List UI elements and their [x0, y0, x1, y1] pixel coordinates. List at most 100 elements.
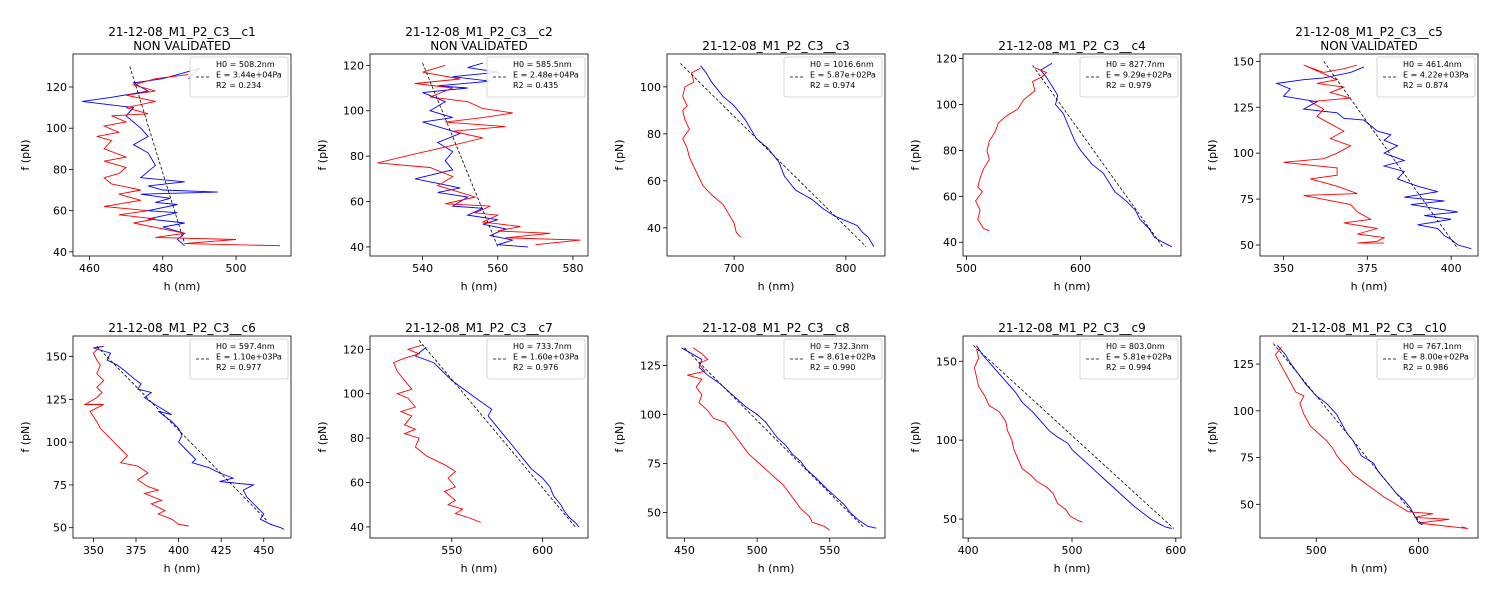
legend-entry: E = 5.81e+02Pa — [1106, 353, 1172, 362]
plot-area — [973, 345, 1174, 529]
x-axis-label: h (nm) — [1054, 562, 1091, 575]
legend-entry: E = 8.61e+02Pa — [810, 353, 876, 362]
subplot-title: 21-12-08_M1_P2_C3__c1 — [108, 25, 256, 39]
y-tick-label: 100 — [343, 388, 364, 401]
x-tick-label: 540 — [412, 262, 433, 275]
y-tick-label: 100 — [46, 436, 67, 449]
approach-curve — [681, 347, 877, 529]
approach-curve — [82, 67, 218, 247]
y-tick-label: 50 — [943, 513, 957, 526]
x-tick-label: 500 — [1062, 544, 1083, 557]
y-tick-label: 120 — [936, 53, 957, 66]
y-tick-label: 100 — [936, 99, 957, 112]
y-tick-label: 120 — [46, 81, 67, 94]
y-tick-label: 50 — [53, 522, 67, 535]
subplot-7: 21-12-08_M1_P2_C3__c7 550 600 40 60 80 100 120 h… — [316, 321, 589, 575]
y-tick-label: 75 — [53, 479, 67, 492]
legend-entry: R2 = 0.990 — [810, 363, 855, 372]
approach-curve — [976, 345, 1172, 529]
x-tick-label: 600 — [1408, 544, 1429, 557]
plot-area — [393, 340, 580, 528]
subplot-8: 21-12-08_M1_P2_C3__c8 450 500 550 50 75 100 125… — [613, 321, 886, 575]
legend-box — [783, 56, 883, 98]
axes-frame — [1259, 53, 1479, 257]
x-tick-label: 460 — [79, 262, 100, 275]
legend-box — [1079, 56, 1179, 98]
y-axis-label: f (pN) — [1206, 139, 1219, 170]
legend-entry: R2 = 0.974 — [810, 81, 855, 90]
x-tick-label: 500 — [956, 262, 977, 275]
y-tick-label: 40 — [53, 246, 67, 259]
fit-line — [422, 62, 499, 248]
plot-area — [1272, 343, 1468, 530]
y-tick-label: 40 — [350, 521, 364, 534]
y-tick-label: 125 — [1233, 358, 1254, 371]
x-tick-label: 500 — [226, 262, 247, 275]
subplot-3: 21-12-08_M1_P2_C3__c3 700 800 40 60 80 100 h (n… — [613, 39, 886, 293]
legend-entry: R2 = 0.234 — [216, 81, 261, 90]
subplot-title: NON VALIDATED — [1320, 39, 1418, 53]
legend-entry: R2 = 0.979 — [1106, 81, 1151, 90]
fit-line — [1272, 343, 1422, 524]
y-tick-label: 75 — [1240, 193, 1254, 206]
x-tick-label: 550 — [441, 544, 462, 557]
y-tick-label: 50 — [1240, 239, 1254, 252]
fit-line — [418, 340, 576, 528]
y-axis-label: f (pN) — [19, 139, 32, 170]
y-tick-label: 50 — [1240, 498, 1254, 511]
retract-curve — [83, 345, 189, 527]
legend-box — [1376, 56, 1476, 98]
subplot-title: 21-12-08_M1_P2_C3__c10 — [1291, 321, 1446, 335]
y-axis-label: f (pN) — [19, 421, 32, 452]
fit-line — [1032, 65, 1164, 248]
y-tick-label: 40 — [943, 236, 957, 249]
x-tick-label: 450 — [674, 544, 695, 557]
subplot-title: 21-12-08_M1_P2_C3__c3 — [702, 39, 850, 53]
x-tick-label: 560 — [487, 262, 508, 275]
y-tick-label: 40 — [647, 222, 661, 235]
y-tick-label: 60 — [350, 196, 364, 209]
approach-curve — [1277, 345, 1423, 526]
legend-box — [486, 56, 586, 98]
legend-entry: E = 1.60e+03Pa — [513, 353, 579, 362]
legend-box — [189, 56, 289, 98]
axes-frame — [962, 53, 1182, 257]
approach-curve — [1039, 62, 1173, 248]
axes-frame — [666, 53, 886, 257]
y-tick-label: 125 — [640, 359, 661, 372]
y-tick-label: 60 — [350, 477, 364, 490]
retract-curve — [973, 348, 1083, 523]
legend-entry: E = 4.22e+03Pa — [1403, 71, 1469, 80]
y-tick-label: 40 — [350, 241, 364, 254]
x-axis-label: h (nm) — [164, 562, 201, 575]
subplot-title: 21-12-08_M1_P2_C3__c5 — [1295, 25, 1443, 39]
x-tick-label: 400 — [958, 544, 979, 557]
approach-curve — [93, 345, 285, 530]
y-tick-label: 120 — [343, 59, 364, 72]
subplot-9: 21-12-08_M1_P2_C3__c9 400 500 600 50 100 150 h … — [909, 321, 1186, 575]
y-axis-label: f (pN) — [316, 139, 329, 170]
y-tick-label: 80 — [647, 128, 661, 141]
x-tick-label: 550 — [819, 544, 840, 557]
legend-entry: R2 = 0.874 — [1403, 81, 1448, 90]
axes-frame — [666, 335, 886, 539]
legend-entry: R2 = 0.977 — [216, 363, 261, 372]
x-axis-label: h (nm) — [461, 562, 498, 575]
subplot-title: 21-12-08_M1_P2_C3__c2 — [405, 25, 553, 39]
x-tick-label: 375 — [1357, 262, 1378, 275]
x-tick-label: 600 — [1070, 262, 1091, 275]
x-axis-label: h (nm) — [164, 280, 201, 293]
legend-entry: H0 = 597.4nm — [216, 342, 275, 351]
legend-entry: H0 = 1016.6nm — [810, 60, 874, 69]
y-axis-label: f (pN) — [1206, 421, 1219, 452]
plot-area — [975, 62, 1173, 248]
subplot-10: 21-12-08_M1_P2_C3__c10 500 600 50 75 100 125 h … — [1206, 321, 1479, 575]
x-tick-label: 350 — [83, 544, 104, 557]
